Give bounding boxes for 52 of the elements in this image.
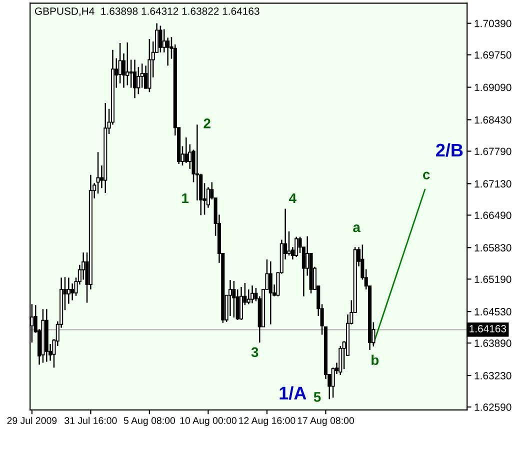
y-tick-label: 1.64530 bbox=[474, 308, 512, 316]
y-tick-label: 1.69750 bbox=[474, 51, 512, 59]
candlestick bbox=[118, 42, 122, 84]
y-tick-label: 1.63230 bbox=[474, 372, 512, 380]
candlestick bbox=[70, 282, 74, 301]
x-tick-label: 31 Jul 16:00 bbox=[64, 416, 117, 424]
y-tick-label: 1.62590 bbox=[474, 403, 512, 411]
candlestick bbox=[66, 276, 70, 304]
candlestick bbox=[232, 280, 236, 318]
y-tick-label: 1.65830 bbox=[474, 244, 512, 252]
candlestick bbox=[136, 66, 140, 95]
y-tick-label: 1.70390 bbox=[474, 20, 512, 28]
candlestick bbox=[338, 345, 342, 376]
candlestick bbox=[166, 36, 170, 66]
annotation: 2/B bbox=[436, 143, 463, 157]
y-tick-label: 1.67790 bbox=[474, 148, 512, 156]
ref-line-label: 1.64163 bbox=[470, 325, 506, 332]
annotation: 1/A bbox=[280, 386, 306, 400]
x-tick-label: 17 Aug 08:00 bbox=[298, 417, 354, 426]
annotation: 1 bbox=[182, 193, 189, 203]
annotation: 5 bbox=[314, 392, 321, 402]
x-tick-label: 10 Aug 00:00 bbox=[180, 417, 236, 426]
annotation: 3 bbox=[251, 347, 258, 358]
annotation: b bbox=[372, 354, 379, 365]
annotation: 4 bbox=[289, 193, 296, 203]
y-tick-label: 1.66490 bbox=[474, 212, 512, 220]
candlestick bbox=[132, 59, 137, 99]
y-tick-label: 1.68430 bbox=[474, 116, 512, 124]
candlestick bbox=[184, 136, 188, 164]
candlestick bbox=[239, 286, 244, 321]
y-tick-label: 1.65190 bbox=[474, 276, 512, 283]
candlestick bbox=[158, 25, 162, 53]
annotation: c bbox=[423, 172, 430, 180]
candlestick bbox=[287, 230, 291, 256]
candlestick bbox=[268, 260, 272, 325]
y-tick-label: 1.69090 bbox=[474, 84, 512, 92]
x-tick-label: 29 Jul 2009 bbox=[7, 416, 57, 424]
candlestick bbox=[294, 236, 298, 258]
candlestick bbox=[129, 59, 133, 88]
y-tick-label: 1.63890 bbox=[474, 340, 512, 347]
chart-title: GBPUSD,H4 1.63898 1.64312 1.63822 1.64163 bbox=[34, 7, 260, 16]
candlestick bbox=[246, 288, 250, 305]
annotation: a bbox=[353, 224, 361, 232]
annotation: 2 bbox=[204, 118, 210, 128]
candlestick bbox=[96, 152, 100, 194]
candlestick bbox=[162, 28, 166, 53]
x-tick-label: 12 Aug 16:00 bbox=[239, 417, 296, 426]
candlestick bbox=[250, 284, 254, 304]
y-tick-label: 1.67130 bbox=[474, 180, 512, 188]
candlestick bbox=[228, 279, 232, 317]
x-tick-label: 5 Aug 08:00 bbox=[124, 417, 176, 426]
candlestick bbox=[126, 42, 130, 86]
